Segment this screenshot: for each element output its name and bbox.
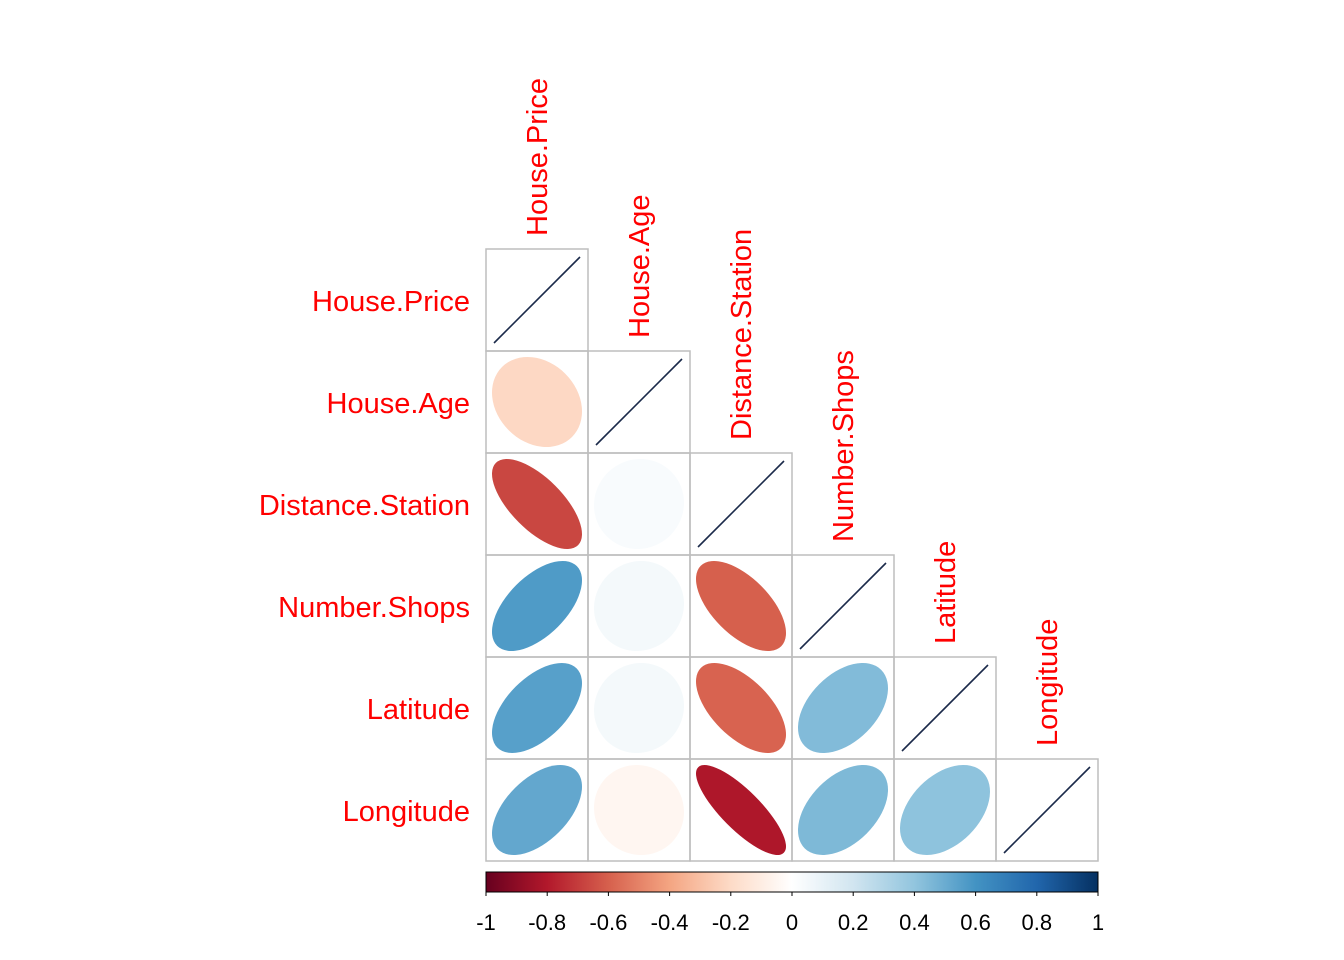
ellipse-Distance.Station-House.Price bbox=[491, 458, 582, 549]
colorbar-tick-label: 0.2 bbox=[838, 910, 869, 935]
ellipse-Longitude-House.Age bbox=[594, 764, 685, 855]
row-labels: House.Price House.Age Distance.Station Numb… bbox=[259, 286, 470, 828]
row-label-House.Price: House.Price bbox=[312, 286, 470, 318]
column-label-Distance.Station: Distance.Station bbox=[726, 229, 758, 440]
row-label-House.Age: House.Age bbox=[327, 388, 471, 420]
ellipse-Latitude-Number.Shops bbox=[797, 662, 888, 753]
ellipse-Longitude-Latitude bbox=[899, 765, 990, 855]
ellipse-Latitude-Distance.Station bbox=[696, 662, 787, 753]
ellipse-Number.Shops-House.Age bbox=[593, 560, 684, 651]
diagonal-line-Latitude bbox=[901, 664, 989, 752]
colorbar-tick-label: 1 bbox=[1092, 910, 1104, 935]
row-label-Longitude: Longitude bbox=[343, 796, 470, 828]
diagonal-line-Distance.Station bbox=[697, 460, 785, 548]
colorbar-tick-label: 0.8 bbox=[1022, 910, 1053, 935]
diagonal-line-House.Age bbox=[595, 358, 683, 446]
ellipse-Longitude-Distance.Station bbox=[695, 764, 786, 855]
diagonal-line-House.Price bbox=[493, 256, 581, 344]
cell-grid bbox=[485, 248, 1099, 862]
colorbar-tick-label: -0.8 bbox=[528, 910, 566, 935]
column-label-House.Age: House.Age bbox=[624, 195, 656, 339]
cell-border bbox=[995, 758, 1099, 862]
row-label-Distance.Station: Distance.Station bbox=[259, 490, 470, 522]
colorbar-tick-label: 0.6 bbox=[960, 910, 991, 935]
ellipse-Latitude-House.Price bbox=[492, 663, 583, 754]
diagonal-line-Number.Shops bbox=[799, 562, 887, 650]
colorbar-tick-label: -0.6 bbox=[589, 910, 627, 935]
colorbar: -1 -0.8 -0.6 -0.4 -0.2 0 0.2 0.4 0.6 0.8 1 bbox=[476, 871, 1104, 935]
colorbar-tick-label: -0.2 bbox=[712, 910, 750, 935]
column-labels: House.Price House.Age Distance.Station Numb… bbox=[522, 78, 1064, 746]
ellipse-Latitude-House.Age bbox=[593, 662, 684, 753]
ellipse-Longitude-Number.Shops bbox=[797, 764, 888, 855]
colorbar-tick-label: 0.4 bbox=[899, 910, 930, 935]
row-label-Number.Shops: Number.Shops bbox=[278, 592, 470, 624]
colorbar-tick-label: 0 bbox=[786, 910, 798, 935]
column-label-Longitude: Longitude bbox=[1032, 619, 1064, 746]
ellipse-Number.Shops-House.Price bbox=[492, 560, 582, 651]
ellipse-House.Age-House.Price bbox=[492, 356, 583, 447]
ellipse-Number.Shops-Distance.Station bbox=[695, 560, 786, 651]
column-label-Number.Shops: Number.Shops bbox=[828, 350, 860, 542]
row-label-Latitude: Latitude bbox=[367, 694, 470, 726]
colorbar-gradient bbox=[485, 871, 1099, 893]
column-label-Latitude: Latitude bbox=[930, 541, 962, 644]
colorbar-tick-label: -1 bbox=[476, 910, 496, 935]
column-label-House.Price: House.Price bbox=[522, 78, 554, 236]
ellipse-Distance.Station-House.Age bbox=[593, 459, 684, 550]
ellipse-Longitude-House.Price bbox=[491, 764, 582, 855]
colorbar-tick-label: -0.4 bbox=[651, 910, 689, 935]
diagonal-line-Longitude bbox=[1003, 766, 1091, 854]
